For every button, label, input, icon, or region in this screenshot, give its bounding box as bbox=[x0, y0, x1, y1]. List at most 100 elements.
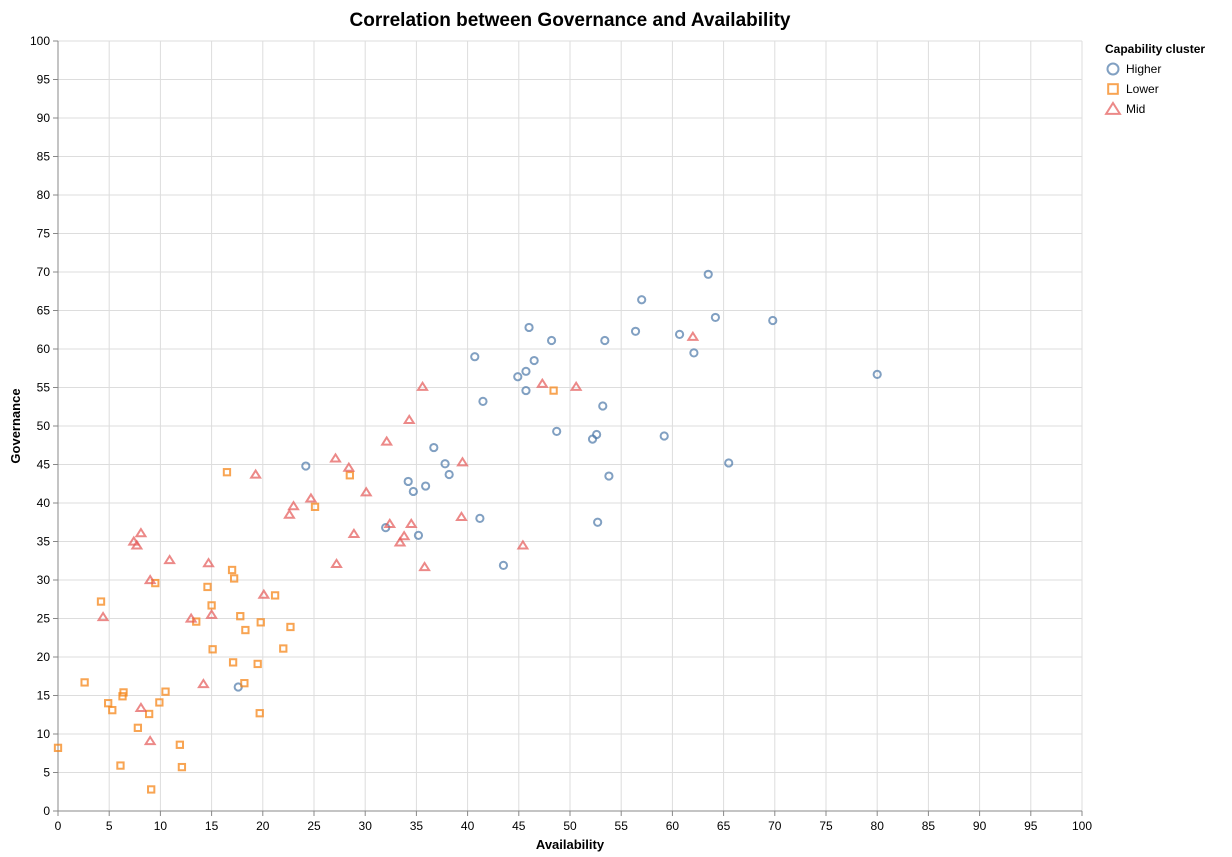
point-lower bbox=[80, 678, 89, 687]
point-higher bbox=[444, 469, 454, 480]
y-tick-label: 65 bbox=[37, 304, 51, 318]
point-higher bbox=[403, 476, 413, 487]
point-lower bbox=[549, 386, 558, 395]
point-lower bbox=[286, 622, 295, 632]
point-mid bbox=[130, 539, 144, 550]
point-lower bbox=[240, 679, 249, 688]
point-higher bbox=[529, 355, 539, 366]
point-mid bbox=[249, 468, 262, 479]
point-higher bbox=[478, 396, 488, 406]
point-higher bbox=[546, 335, 557, 346]
point-lower bbox=[229, 574, 239, 583]
point-higher bbox=[659, 431, 669, 441]
chart-title: Correlation between Governance and Avail… bbox=[350, 10, 791, 31]
point-lower bbox=[241, 625, 250, 635]
point-higher bbox=[552, 426, 562, 436]
point-higher bbox=[413, 530, 424, 540]
point-mid bbox=[393, 536, 407, 547]
point-mid bbox=[516, 539, 530, 550]
x-tick-label: 95 bbox=[1024, 819, 1038, 833]
point-higher bbox=[689, 348, 699, 358]
point-lower bbox=[161, 687, 170, 696]
point-higher bbox=[475, 513, 485, 524]
point-mid bbox=[163, 554, 176, 565]
point-mid bbox=[402, 414, 416, 425]
point-mid bbox=[404, 517, 418, 528]
point-higher bbox=[440, 459, 450, 469]
point-mid bbox=[257, 588, 271, 599]
x-tick-label: 15 bbox=[205, 819, 219, 833]
legend-label: Mid bbox=[1126, 102, 1145, 116]
point-lower bbox=[279, 644, 288, 653]
x-axis-title: Availability bbox=[536, 837, 605, 852]
point-lower bbox=[147, 785, 156, 794]
y-tick-label: 95 bbox=[37, 73, 51, 87]
x-tick-label: 40 bbox=[461, 819, 475, 833]
y-tick-label: 85 bbox=[37, 150, 51, 164]
point-lower bbox=[228, 658, 238, 667]
grid-lines bbox=[57, 40, 1083, 812]
x-tick-label: 30 bbox=[359, 819, 373, 833]
y-tick-label: 15 bbox=[37, 689, 51, 703]
point-lower bbox=[119, 688, 128, 697]
point-higher bbox=[710, 312, 721, 323]
x-tick-label: 55 bbox=[615, 819, 629, 833]
point-lower bbox=[133, 723, 143, 732]
y-axis-title: Governance bbox=[8, 388, 23, 463]
point-mid bbox=[397, 530, 411, 541]
x-tick-label: 75 bbox=[819, 819, 833, 833]
y-tick-label: 80 bbox=[37, 188, 51, 202]
legend-symbol-triangle bbox=[1104, 101, 1122, 115]
point-mid bbox=[536, 377, 549, 388]
legend-title: Capability cluster bbox=[1105, 42, 1205, 56]
point-mid bbox=[330, 557, 343, 568]
point-mid bbox=[418, 561, 431, 572]
point-mid bbox=[383, 517, 397, 528]
y-tick-label: 50 bbox=[37, 419, 51, 433]
point-higher bbox=[470, 352, 480, 362]
point-lower bbox=[256, 618, 265, 627]
point-lower bbox=[207, 601, 216, 610]
y-tick-label: 35 bbox=[37, 535, 51, 549]
point-mid bbox=[329, 452, 342, 463]
y-tick-label: 75 bbox=[37, 227, 51, 241]
point-mid bbox=[134, 527, 148, 538]
y-tick-label: 20 bbox=[37, 650, 51, 664]
y-tick-label: 5 bbox=[43, 766, 50, 780]
series-lower bbox=[53, 386, 558, 794]
legend-item-lower: Lower bbox=[1107, 82, 1159, 96]
y-tick-label: 40 bbox=[37, 496, 51, 510]
x-tick-label: 90 bbox=[973, 819, 987, 833]
point-mid bbox=[287, 500, 300, 511]
point-higher bbox=[630, 326, 641, 336]
point-higher bbox=[301, 461, 311, 471]
y-tick-label: 60 bbox=[37, 342, 51, 356]
point-higher bbox=[724, 458, 734, 468]
x-tick-label: 100 bbox=[1072, 819, 1092, 833]
point-mid bbox=[197, 678, 210, 689]
legend-label: Lower bbox=[1126, 82, 1159, 96]
point-lower bbox=[208, 645, 217, 654]
point-lower bbox=[227, 565, 237, 575]
point-mid bbox=[347, 527, 361, 538]
y-tick-label: 30 bbox=[37, 573, 51, 587]
point-mid bbox=[455, 511, 468, 522]
point-higher bbox=[593, 517, 603, 527]
point-lower bbox=[104, 699, 113, 708]
point-higher bbox=[524, 322, 534, 333]
point-lower bbox=[310, 502, 320, 512]
legend: Capability cluster Higher Lower Mid bbox=[1104, 42, 1205, 116]
legend-label: Higher bbox=[1126, 62, 1161, 76]
point-higher bbox=[637, 295, 647, 305]
legend-items: Higher Lower Mid bbox=[1104, 62, 1161, 116]
point-mid bbox=[304, 492, 318, 503]
x-tick-label: 80 bbox=[871, 819, 885, 833]
point-higher bbox=[408, 486, 418, 497]
point-lower bbox=[203, 582, 212, 592]
point-lower bbox=[255, 709, 264, 718]
point-lower bbox=[253, 659, 262, 669]
point-mid bbox=[359, 486, 373, 497]
y-tick-label: 90 bbox=[37, 111, 51, 125]
legend-symbol-circle bbox=[1106, 62, 1120, 76]
